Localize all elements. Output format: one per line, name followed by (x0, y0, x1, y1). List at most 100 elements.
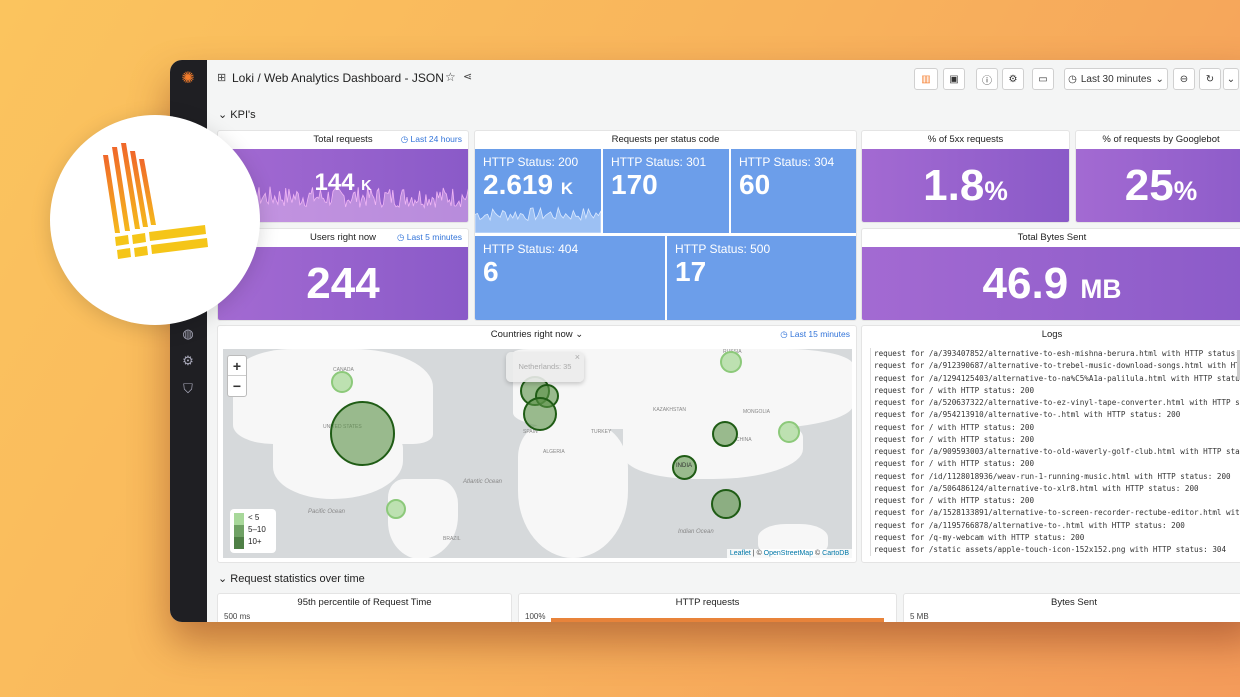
star-icon[interactable]: ☆ (445, 70, 456, 84)
panel-title[interactable]: 95th percentile of Request Time (297, 597, 432, 608)
kpi-row-toggle[interactable]: ⌄ KPI's (218, 109, 256, 121)
map-bubble-india[interactable] (672, 455, 697, 480)
time-picker[interactable]: ◷ Last 30 minutes ⌄ (1064, 68, 1168, 90)
save-icon: ▣ (949, 73, 959, 85)
leaflet-link[interactable]: Leaflet (729, 550, 751, 557)
monitor-icon: ▭ (1038, 73, 1048, 85)
log-line[interactable]: request for /q-my-webcam with HTTP statu… (874, 532, 1085, 542)
tile-label: HTTP Status: 404 (483, 242, 579, 256)
panel-title[interactable]: Logs (1041, 329, 1063, 340)
shield-icon[interactable]: ⛉ (183, 381, 193, 396)
log-line[interactable]: request for / with HTTP status: 200 (874, 385, 1035, 395)
stat-total-requests: 144 K (218, 149, 468, 222)
y-axis-label: 500 ms (224, 612, 251, 621)
close-icon[interactable]: × (574, 352, 580, 362)
log-line[interactable]: request for /a/1528133891/alternative-to… (874, 508, 1240, 518)
time-override: ◷ Last 5 minutes (396, 232, 462, 242)
sparkline-area (218, 186, 468, 222)
status-tile-200: HTTP Status: 200 2.619 K (475, 149, 601, 233)
panel-title[interactable]: Total Bytes Sent (1017, 232, 1087, 243)
log-lines[interactable]: request for /a/393407852/alternative-to-… (870, 348, 1240, 557)
pct-5xx-panel: % of 5xx requests 1.8% (861, 130, 1070, 223)
map-bubble-indonesia[interactable] (711, 489, 741, 519)
stat-bytes: 46.9 MB (862, 247, 1240, 320)
stat-unit: MB (1080, 274, 1122, 304)
share-icon[interactable]: ⋖ (463, 71, 473, 83)
log-line[interactable]: request for /static assets/apple-touch-i… (874, 545, 1227, 554)
status-tile-301: HTTP Status: 301 170 (603, 149, 729, 233)
log-line[interactable]: request for / with HTTP status: 200 (874, 496, 1035, 505)
tv-mode-button[interactable]: ▭ (1032, 68, 1054, 90)
zoom-out-button[interactable]: − (232, 378, 242, 394)
scrollbar[interactable] (1237, 350, 1240, 380)
zoom-in-button[interactable]: + (228, 356, 246, 376)
y-axis-label: 100% (525, 612, 546, 621)
loki-logo (50, 115, 260, 325)
chevron-down-icon: ⌄ (575, 329, 584, 340)
stat-unit: % (984, 176, 1008, 206)
info-button[interactable]: ⓘ (976, 68, 998, 90)
osm-link[interactable]: OpenStreetMap (763, 550, 814, 557)
panel-title[interactable]: Countries right now ⌄ (490, 329, 584, 340)
stats-row-toggle[interactable]: ⌄ Request statistics over time (218, 573, 365, 585)
bytes-panel: Total Bytes Sent 46.9 MB (861, 228, 1240, 321)
clock-icon: ◷ (1068, 73, 1077, 85)
log-line[interactable]: request for /a/1294125403/alternative-to… (874, 373, 1240, 383)
stat-value: 1.8 (923, 161, 985, 210)
panel-title[interactable]: Requests per status code (611, 134, 720, 145)
map-bubble-united-states[interactable] (330, 401, 395, 466)
map-bubble-canada[interactable] (331, 371, 353, 393)
refresh-interval-button[interactable]: ⌄ (1223, 68, 1239, 90)
dashboard-grid-icon: ⊞ (217, 72, 227, 84)
request-time-panel: 95th percentile of Request Time 500 ms (217, 593, 512, 622)
log-line[interactable]: request for / with HTTP status: 200 (874, 434, 1035, 444)
stat-value: 25 (1124, 161, 1174, 210)
add-panel-button[interactable]: ▥ (914, 68, 938, 90)
map-bubble-china[interactable] (712, 421, 738, 447)
settings-button[interactable]: ⚙ (1002, 68, 1024, 90)
panel-title[interactable]: Total requests (313, 134, 373, 145)
stat-pct-5xx: 1.8% (862, 149, 1069, 222)
world-map[interactable]: CANADA UNITED STATES RUSSIA CHINA BRAZIL… (223, 349, 852, 558)
time-override: ◷ Last 15 minutes (780, 329, 850, 339)
map-bubble-japan[interactable] (778, 421, 800, 443)
chevron-down-icon: ⌄ (1155, 73, 1164, 85)
save-button[interactable]: ▣ (943, 68, 965, 90)
log-line[interactable]: request for /a/393407852/alternative-to-… (874, 349, 1240, 358)
log-line[interactable]: request for /a/506486124/alternative-to-… (874, 483, 1199, 493)
panel-title[interactable]: % of 5xx requests (927, 134, 1004, 145)
log-line[interactable]: request for /a/909593003/alternative-to-… (874, 447, 1240, 456)
stat-unit: % (1173, 176, 1198, 206)
grafana-window: ✺ ◍ ⚙ ⛉ ⊞ Loki / Web Analytics Dashboard… (170, 60, 1240, 622)
panel-title[interactable]: Bytes Sent (1051, 597, 1097, 608)
carto-link[interactable]: CartoDB (822, 550, 849, 557)
log-line[interactable]: request for / with HTTP status: 200 (874, 422, 1035, 432)
log-line[interactable]: request for /a/954213910/alternative-to-… (874, 410, 1181, 420)
page-title[interactable]: Loki / Web Analytics Dashboard - JSON (232, 71, 444, 85)
add-panel-icon: ▥ (921, 73, 931, 85)
log-line[interactable]: request for / with HTTP status: 200 (874, 459, 1035, 469)
stat-value: 144 (314, 169, 355, 196)
log-line[interactable]: request for /a/1195766878/alternative-to… (874, 520, 1185, 530)
grafana-logo-icon[interactable]: ✺ (181, 70, 195, 87)
panel-title[interactable]: HTTP requests (675, 597, 740, 608)
map-bubble-russia[interactable] (720, 351, 742, 373)
tile-label: HTTP Status: 304 (739, 155, 835, 169)
panel-title[interactable]: Users right now (310, 232, 376, 243)
refresh-button[interactable]: ↻ (1199, 68, 1221, 90)
explore-icon[interactable]: ◍ (182, 326, 194, 341)
zoom-control: + − (227, 355, 247, 397)
bytes-sent-panel: Bytes Sent 5 MB (903, 593, 1240, 622)
log-line[interactable]: request for /id/1128018936/weav-run-1-ru… (874, 471, 1231, 481)
stat-googlebot: 25% (1076, 149, 1240, 222)
gear-icon[interactable]: ⚙ (182, 353, 194, 368)
log-line[interactable]: request for /a/520637322/alternative-to-… (874, 398, 1240, 407)
panel-title[interactable]: % of requests by Googlebot (1102, 134, 1220, 145)
time-range-label: Last 30 minutes (1080, 73, 1152, 85)
kpi-section-title: KPI's (230, 109, 256, 121)
zoom-out-button[interactable]: ⊖ (1173, 68, 1195, 90)
map-bubble-ecuador[interactable] (386, 499, 406, 519)
log-line[interactable]: request for /a/912390687/alternative-to-… (874, 361, 1240, 371)
map-bubble-france[interactable] (523, 397, 557, 431)
stats-section-title: Request statistics over time (230, 573, 365, 585)
